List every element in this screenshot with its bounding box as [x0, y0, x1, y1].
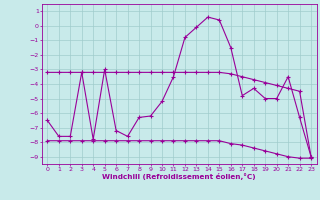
X-axis label: Windchill (Refroidissement éolien,°C): Windchill (Refroidissement éolien,°C): [102, 173, 256, 180]
